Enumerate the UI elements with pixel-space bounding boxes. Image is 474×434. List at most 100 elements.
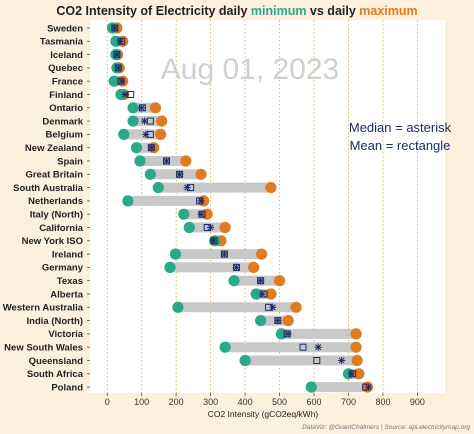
median-asterisk [197,210,205,218]
x-tick-label: 100 [134,397,149,407]
category-label: New Zealand [25,143,83,154]
max-point [195,168,207,180]
asterisk-stroke [274,317,281,324]
median-asterisk [121,90,129,99]
median-asterisk [176,170,184,178]
category-label: Spain [57,156,83,167]
category-label: South Australia [13,183,84,194]
date-watermark: Aug 01, 2023 [161,53,340,86]
asterisk-stroke [348,370,355,377]
asterisk-stroke [338,357,345,364]
median-asterisk [138,104,146,112]
median-asterisk [111,24,119,32]
median-asterisk [284,330,292,338]
category-label: Sweden [47,23,83,34]
category-label: Netherlands [28,196,83,207]
min-point [122,195,134,207]
median-asterisk [257,277,265,285]
category-label: Victoria [48,329,83,340]
x-tick-labels: 0 100 200 300 400 500 600 700 800 900 [105,397,425,407]
median-asterisk [314,343,322,351]
asterisk-stroke [259,290,266,298]
median-asterisk [232,263,241,271]
min-point [172,301,184,313]
min-point [144,168,156,180]
category-label: New South Wales [4,343,83,354]
asterisk-stroke [197,211,205,218]
max-point [273,275,286,287]
asterisk-stroke [138,104,145,111]
asterisk-stroke [269,304,276,311]
asterisk-stroke [113,51,120,58]
max-point [350,341,362,353]
max-point [290,301,302,313]
median-asterisk [258,290,266,298]
median-asterisk [118,77,126,85]
asterisk-stroke [365,384,372,391]
category-label: India (North) [27,316,83,327]
min-max-points [106,22,374,393]
min-point [127,115,139,127]
category-label: Germany [42,263,84,274]
min-point [250,288,262,300]
min-point [134,155,146,167]
category-label: Quebec [48,63,83,74]
max-point [265,182,277,194]
source-credit: DataViz: @GrantChalmers | Source: api.el… [302,424,470,431]
category-label: California [39,223,84,234]
min-point [239,354,251,367]
max-point [156,115,168,127]
category-label: Western Australia [3,303,84,314]
asterisk-stroke [117,38,124,45]
min-point [127,102,139,114]
x-axis-label: CO2 Intensity (gCO2eq/kWh) [208,409,319,419]
mean-rectangle [299,343,307,351]
median-annotation: Median = asterisk [349,120,452,135]
x-tick-label: 900 [410,397,425,407]
median-asterisk [140,117,149,125]
median-asterisk [142,130,150,138]
title-prefix: CO2 Intensity of Electricity daily [56,4,251,18]
mean-rectangle [313,357,321,364]
min-point [115,88,127,101]
max-point [219,221,231,234]
x-tick-label: 700 [341,397,356,407]
median-asterisk [116,37,124,45]
asterisk-stroke [207,224,214,231]
category-label: Poland [51,382,83,393]
asterisk-stroke [221,251,228,258]
median-asterisk [347,370,355,378]
min-point [108,75,120,87]
grid [106,20,418,396]
title-minimum-word: minimum [251,4,307,18]
median-asterisk [338,356,346,365]
max-point [149,102,162,114]
median-asterisk [114,64,122,72]
category-label: Ireland [52,249,83,260]
plot-background [90,20,445,393]
median-asterisk [274,317,282,325]
min-point [178,208,190,220]
x-tick-label: 0 [105,397,110,407]
min-point [183,221,195,234]
asterisk-stroke [148,144,155,151]
asterisk-stroke [141,118,148,125]
category-label: Tasmania [40,37,84,48]
median-asterisk [364,383,373,391]
asterisk-stroke [111,24,118,32]
x-tick-label: 200 [169,397,184,407]
min-point [169,248,182,260]
max-point [155,128,167,140]
x-tick-label: 600 [307,397,322,407]
category-label: Italy (North) [30,210,83,221]
max-point [248,261,260,273]
asterisk-stroke [285,330,292,337]
median-asterisk [197,197,205,205]
asterisk-stroke [257,277,264,284]
median-asterisk [147,144,155,152]
median-asterisk [220,250,229,258]
category-label: South Africa [27,369,84,380]
max-point [351,354,363,367]
asterisk-stroke [142,131,149,138]
